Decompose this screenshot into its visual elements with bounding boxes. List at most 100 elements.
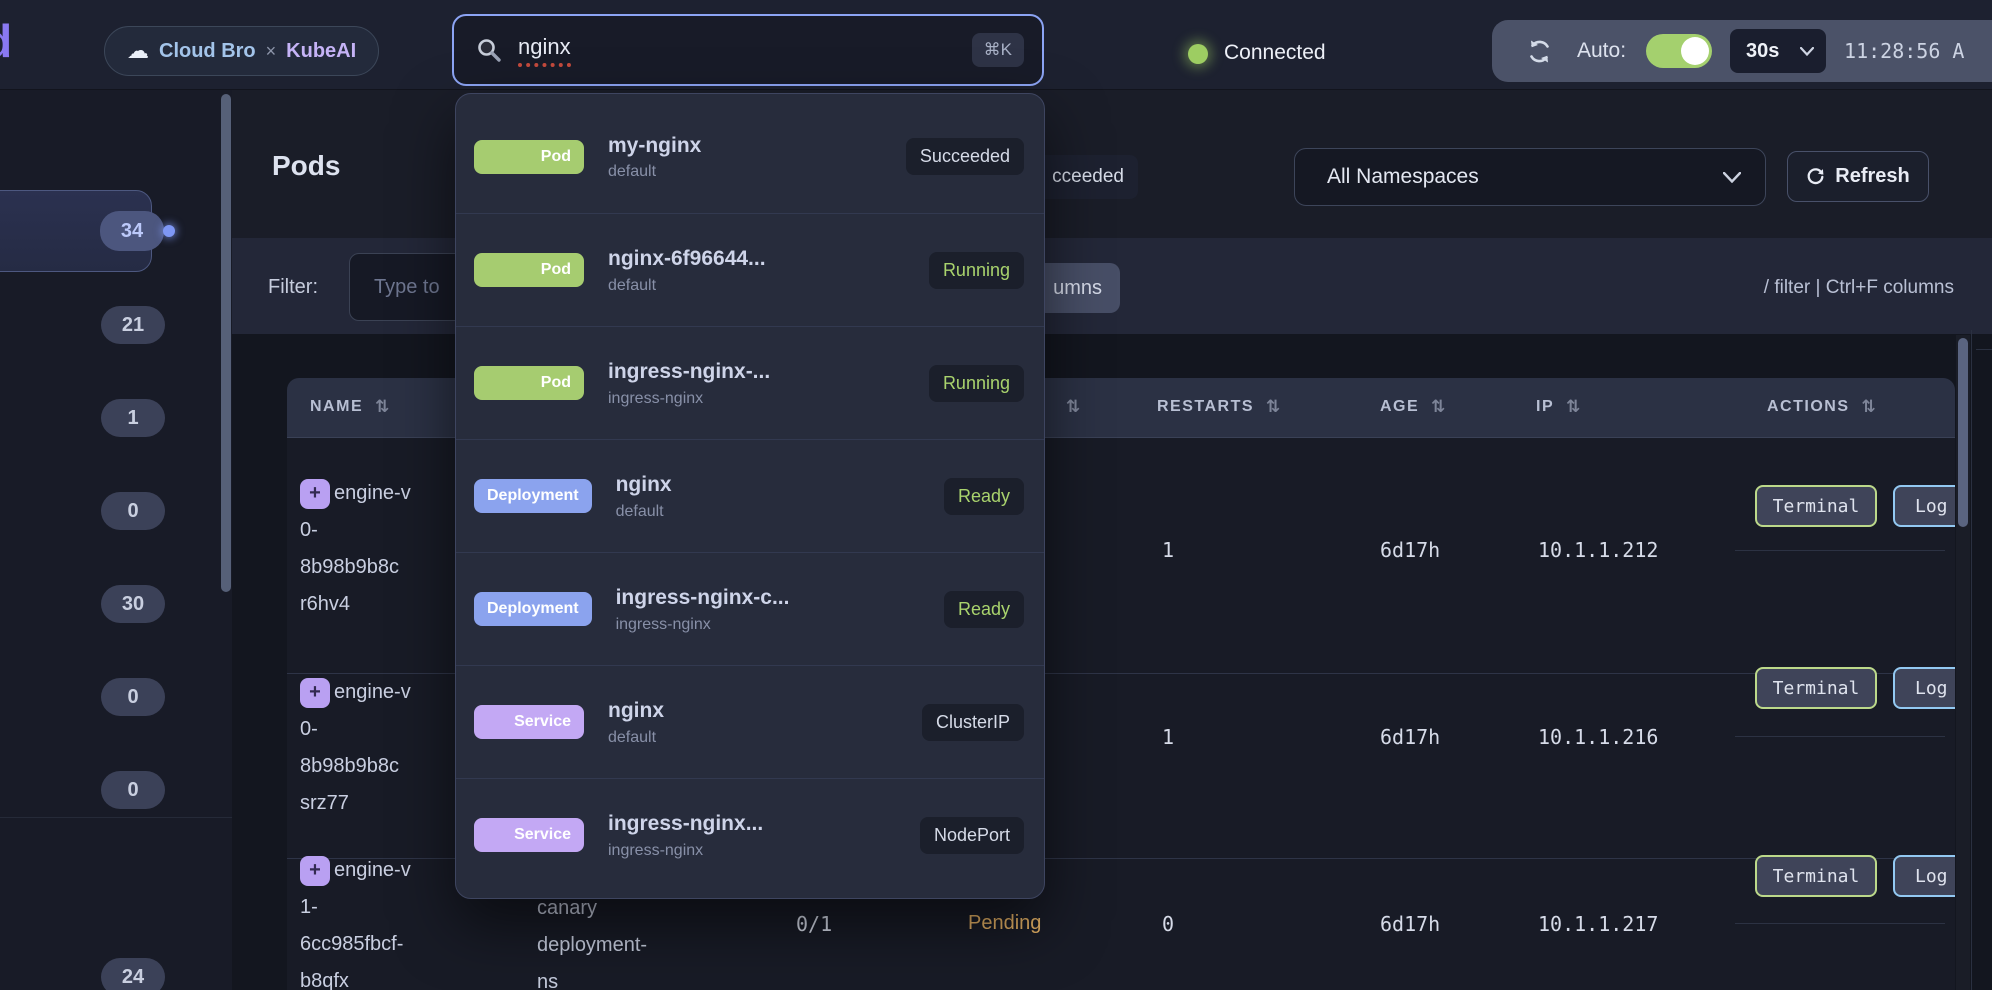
actions-divider — [1735, 736, 1945, 737]
search-results-dropdown: Pod my-nginx default Succeeded Pod nginx… — [455, 93, 1045, 899]
sort-icon: ⇅ — [1566, 397, 1581, 416]
result-namespace: ingress-nginx — [615, 615, 711, 633]
page-title: Pods — [272, 150, 341, 181]
search-icon — [478, 39, 501, 62]
namespace-cell: canary deployment- ns — [537, 897, 648, 990]
sidebar: 34 21 1 0 30 0 0 24 — [0, 90, 232, 990]
sidebar-count-badge[interactable]: 24 — [101, 958, 165, 990]
result-name: ingress-nginx-c... — [615, 586, 790, 610]
auto-refresh-toggle[interactable] — [1646, 34, 1713, 68]
sidebar-count-badge[interactable]: 1 — [101, 399, 165, 437]
keyboard-shortcut-badge: ⌘K — [971, 33, 1024, 67]
shortcut-hint: / filter | Ctrl+F columns — [1763, 277, 1954, 298]
brand-badge: ☁ Cloud Bro × KubeAI — [104, 26, 380, 76]
terminal-button[interactable]: Terminal — [1755, 667, 1877, 709]
search-result-item[interactable]: Service nginx default ClusterIP — [456, 665, 1044, 778]
result-status-chip: Succeeded — [905, 138, 1024, 175]
result-name: nginx — [615, 473, 672, 497]
result-name: nginx-6f96644... — [608, 247, 766, 271]
kind-badge-deployment: Deployment — [474, 592, 592, 626]
search-result-item[interactable]: Pod nginx-6f96644... default Running — [456, 213, 1044, 326]
column-header-ip[interactable]: IP ⇅ — [1536, 397, 1581, 416]
kind-badge-pod: Pod — [474, 366, 584, 400]
sidebar-scrollbar-thumb[interactable] — [221, 94, 231, 592]
terminal-button[interactable]: Terminal — [1755, 485, 1877, 527]
refresh-button-label: Refresh — [1835, 165, 1910, 187]
result-status-chip: Running — [928, 251, 1024, 289]
actions-divider — [1735, 923, 1945, 924]
ip-cell: 10.1.1.216 — [1538, 725, 1659, 749]
expand-row-button[interactable]: + — [300, 677, 330, 708]
chevron-down-icon — [1800, 46, 1815, 56]
result-namespace: default — [615, 502, 664, 520]
sidebar-count-badge[interactable]: 30 — [101, 585, 165, 623]
result-name: ingress-nginx-... — [608, 360, 771, 384]
result-name: ingress-nginx... — [608, 812, 764, 836]
column-header-actions[interactable]: ACTIONS ⇅ — [1767, 397, 1876, 416]
kind-badge-pod: Pod — [474, 139, 584, 174]
toggle-knob — [1681, 37, 1710, 65]
auto-refresh-panel: Auto: 30s 11:28:56 A — [1492, 20, 1992, 82]
column-header-restarts[interactable]: RESTARTS ⇅ — [1157, 397, 1281, 416]
search-result-item[interactable]: Deployment ingress-nginx-c... ingress-ng… — [456, 552, 1044, 665]
right-panel-edge — [1971, 330, 1972, 990]
sort-icon: ⇅ — [375, 397, 390, 416]
sort-icon: ⇅ — [1861, 397, 1876, 416]
expand-row-button[interactable]: + — [300, 855, 330, 886]
connection-status-dot — [1188, 44, 1208, 64]
result-status-chip: Running — [928, 364, 1024, 402]
right-panel-divider — [1976, 349, 1992, 350]
result-namespace: ingress-nginx — [608, 841, 704, 859]
sidebar-count-badge[interactable]: 0 — [101, 771, 165, 809]
clock-time: 11:28:56 A — [1844, 39, 1965, 63]
search-query-text: nginx — [518, 34, 571, 67]
search-result-item[interactable]: Pod my-nginx default Succeeded — [456, 100, 1044, 213]
row-divider — [287, 673, 1955, 674]
refresh-interval-select[interactable]: 30s — [1730, 29, 1827, 73]
chevron-down-icon — [1723, 171, 1741, 183]
result-namespace: default — [608, 276, 657, 294]
search-result-item[interactable]: Pod ingress-nginx-... ingress-nginx Runn… — [456, 326, 1044, 439]
column-header-status-sort[interactable]: ⇅ — [1066, 397, 1080, 417]
auto-refresh-label: Auto: — [1577, 39, 1627, 62]
global-search-input[interactable]: nginx ⌘K — [452, 14, 1044, 86]
search-result-item[interactable]: Deployment nginx default Ready — [456, 439, 1044, 552]
ready-cell: 0/1 — [796, 912, 833, 936]
restarts-cell: 1 — [1162, 725, 1175, 749]
result-namespace: default — [608, 728, 657, 746]
terminal-button[interactable]: Terminal — [1755, 855, 1877, 897]
table-scrollbar-thumb[interactable] — [1958, 338, 1968, 527]
sort-icon: ⇅ — [1266, 397, 1281, 416]
log-button[interactable]: Log — [1893, 855, 1955, 897]
sidebar-count-badge[interactable]: 34 — [100, 211, 164, 251]
sidebar-count-badge[interactable]: 21 — [101, 306, 165, 344]
column-header-name[interactable]: NAME ⇅ — [310, 397, 390, 416]
refresh-icon — [1807, 168, 1824, 185]
status-cell: Pending — [968, 912, 1042, 934]
namespace-select[interactable]: All Namespaces — [1294, 148, 1766, 206]
refresh-button[interactable]: Refresh — [1787, 151, 1929, 202]
ip-cell: 10.1.1.217 — [1538, 912, 1659, 936]
result-namespace: ingress-nginx — [608, 389, 704, 407]
search-result-item[interactable]: Service ingress-nginx... ingress-nginx N… — [456, 778, 1044, 891]
auto-refresh-icon — [1530, 40, 1549, 62]
sidebar-count-badge[interactable]: 0 — [101, 492, 165, 530]
actions-divider — [1735, 550, 1945, 551]
sort-icon: ⇅ — [1431, 397, 1446, 416]
sidebar-count-badge[interactable]: 0 — [101, 678, 165, 716]
result-name: my-nginx — [608, 133, 702, 157]
connection-status-label: Connected — [1224, 41, 1326, 64]
pod-name-cell: + engine-v 0- 8b98b9b8c r6hv4 — [300, 475, 478, 623]
log-button[interactable]: Log — [1893, 485, 1955, 527]
kind-badge-deployment: Deployment — [474, 479, 592, 513]
log-button[interactable]: Log — [1893, 667, 1955, 709]
kind-badge-service: Service — [474, 705, 584, 739]
result-status-chip: ClusterIP — [921, 703, 1024, 741]
column-header-age[interactable]: AGE ⇅ — [1380, 397, 1446, 416]
top-bar: d ☁ Cloud Bro × KubeAI nginx ⌘K Connecte… — [0, 0, 1992, 90]
kind-badge-pod: Pod — [474, 253, 584, 287]
kind-badge-service: Service — [474, 818, 584, 852]
restarts-cell: 0 — [1162, 912, 1175, 936]
result-status-chip: Ready — [943, 590, 1024, 628]
expand-row-button[interactable]: + — [300, 478, 330, 509]
